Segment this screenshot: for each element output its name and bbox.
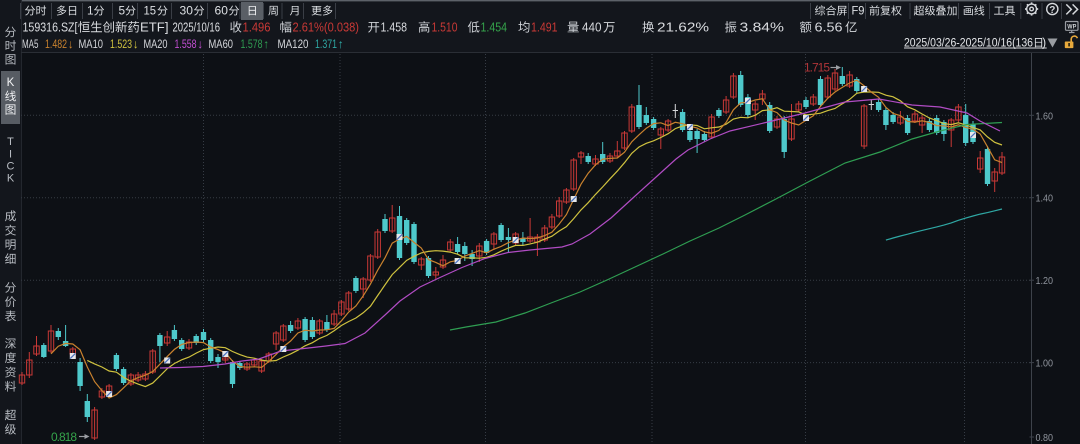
svg-text:60: 60 <box>215 4 229 18</box>
svg-text:1.558: 1.558 <box>175 37 197 51</box>
svg-text:21.62%: 21.62% <box>657 20 710 35</box>
svg-text:MA5: MA5 <box>22 37 39 51</box>
svg-text:MA10: MA10 <box>79 37 104 51</box>
svg-text:F9: F9 <box>852 4 865 18</box>
svg-text:5: 5 <box>119 4 126 18</box>
svg-text:I: I <box>9 148 12 160</box>
svg-text:MA20: MA20 <box>144 37 168 51</box>
svg-text:1.00: 1.00 <box>1036 359 1054 370</box>
svg-text:1.482: 1.482 <box>45 37 67 51</box>
svg-text:K: K <box>7 173 15 185</box>
svg-text:1.496: 1.496 <box>243 20 271 35</box>
svg-text:0.818: 0.818 <box>51 430 77 444</box>
svg-text:↓: ↓ <box>68 37 74 51</box>
svg-text:1.40: 1.40 <box>1036 194 1054 205</box>
svg-text:1.715: 1.715 <box>804 61 830 75</box>
svg-text:↑: ↑ <box>263 37 269 51</box>
svg-text:1.20: 1.20 <box>1036 276 1054 287</box>
svg-text:1.454: 1.454 <box>481 20 508 35</box>
svg-text:2025/03/26-2025/10/16(136: 2025/03/26-2025/10/16(136 <box>904 38 1033 50</box>
svg-text:1.510: 1.510 <box>432 20 458 35</box>
svg-text:3.84%: 3.84% <box>740 20 785 35</box>
svg-text:30: 30 <box>180 4 194 18</box>
svg-text:↓: ↓ <box>197 37 203 51</box>
svg-text:?: ? <box>1049 5 1055 16</box>
svg-text:0.80: 0.80 <box>1036 433 1054 444</box>
svg-text:159316.SZ[: 159316.SZ[ <box>23 20 78 35</box>
svg-text:1.578: 1.578 <box>241 37 263 51</box>
svg-text:K: K <box>7 77 15 89</box>
svg-text:1.371: 1.371 <box>315 37 337 51</box>
svg-text:T: T <box>7 136 14 148</box>
svg-text:2025/10/16: 2025/10/16 <box>173 20 221 35</box>
svg-text:1.523: 1.523 <box>110 37 132 51</box>
svg-text:1.458: 1.458 <box>381 20 408 35</box>
svg-text:): ) <box>1042 38 1046 50</box>
svg-text:1: 1 <box>87 4 94 18</box>
svg-text:MA60: MA60 <box>209 37 234 51</box>
svg-text:15: 15 <box>144 4 157 18</box>
svg-text:ETF]: ETF] <box>140 20 169 35</box>
svg-text:↑: ↑ <box>338 37 344 51</box>
svg-text:WP: WP <box>1067 24 1076 31</box>
svg-text:MA120: MA120 <box>278 37 309 51</box>
svg-text:1.60: 1.60 <box>1036 111 1054 122</box>
svg-text:6.56: 6.56 <box>815 20 843 35</box>
svg-text:2.61%(0.038): 2.61%(0.038) <box>293 20 360 35</box>
svg-text:↓: ↓ <box>133 37 139 51</box>
svg-text:C: C <box>7 160 15 172</box>
svg-text:1.491: 1.491 <box>531 20 558 35</box>
svg-text:440: 440 <box>582 20 602 35</box>
